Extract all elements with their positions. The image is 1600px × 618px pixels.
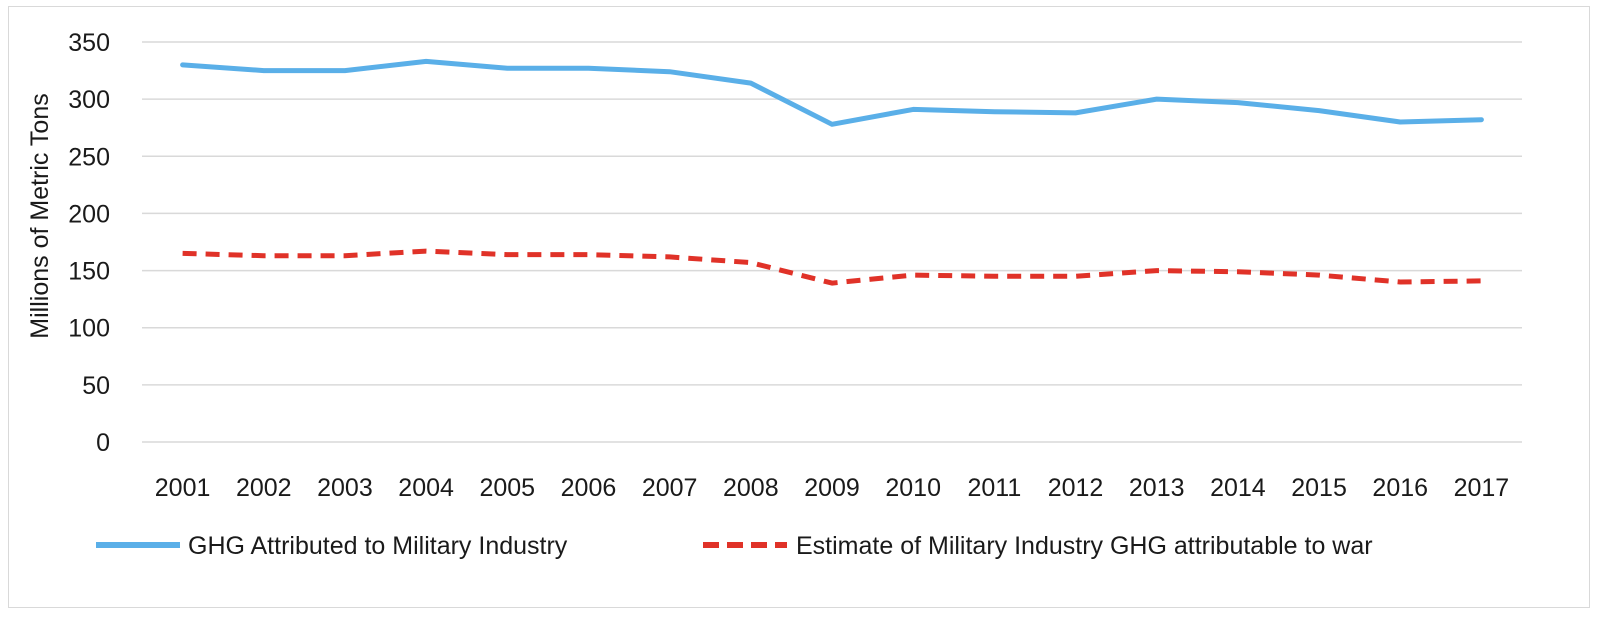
legend-label-war-estimate: Estimate of Military Industry GHG attrib… bbox=[796, 532, 1373, 560]
x-tick-label-2016: 2016 bbox=[1372, 474, 1428, 502]
x-tick-label-2008: 2008 bbox=[723, 474, 779, 502]
y-tick-label-50: 50 bbox=[82, 372, 110, 400]
y-tick-label-250: 250 bbox=[68, 143, 110, 171]
x-tick-label-2012: 2012 bbox=[1048, 474, 1104, 502]
series-line-0 bbox=[180, 58, 1484, 127]
x-tick-label-2010: 2010 bbox=[885, 474, 941, 502]
y-tick-label-150: 150 bbox=[68, 258, 110, 286]
y-axis-title: Millions of Metric Tons bbox=[26, 93, 54, 338]
y-tick-label-300: 300 bbox=[68, 86, 110, 114]
x-tick-label-2001: 2001 bbox=[155, 474, 211, 502]
x-tick-label-2015: 2015 bbox=[1291, 474, 1347, 502]
gridlines bbox=[142, 41, 1522, 443]
y-tick-label-350: 350 bbox=[68, 29, 110, 57]
x-tick-label-2003: 2003 bbox=[317, 474, 373, 502]
series-lines bbox=[180, 58, 1484, 286]
x-tick-label-2002: 2002 bbox=[236, 474, 292, 502]
x-tick-label-2006: 2006 bbox=[561, 474, 617, 502]
y-tick-label-0: 0 bbox=[96, 429, 110, 457]
y-axis-ticks: 0 50 100 150 200 250 300 350 bbox=[68, 29, 110, 457]
x-tick-label-2014: 2014 bbox=[1210, 474, 1266, 502]
x-tick-label-2013: 2013 bbox=[1129, 474, 1185, 502]
series-line-1 bbox=[182, 248, 1482, 286]
x-tick-label-2017: 2017 bbox=[1454, 474, 1510, 502]
legend: GHG Attributed to Military Industry Esti… bbox=[96, 532, 1373, 560]
x-tick-label-2007: 2007 bbox=[642, 474, 698, 502]
x-tick-label-2004: 2004 bbox=[398, 474, 454, 502]
x-tick-label-2009: 2009 bbox=[804, 474, 860, 502]
y-tick-label-200: 200 bbox=[68, 200, 110, 228]
legend-label-ghg-military: GHG Attributed to Military Industry bbox=[188, 532, 568, 560]
y-tick-label-100: 100 bbox=[68, 315, 110, 343]
x-axis-ticks: 2001 2002 2003 2004 2005 2006 2007 2008 2009 2010… bbox=[155, 474, 1509, 502]
x-tick-label-2011: 2011 bbox=[967, 474, 1021, 502]
x-tick-label-2005: 2005 bbox=[479, 474, 535, 502]
